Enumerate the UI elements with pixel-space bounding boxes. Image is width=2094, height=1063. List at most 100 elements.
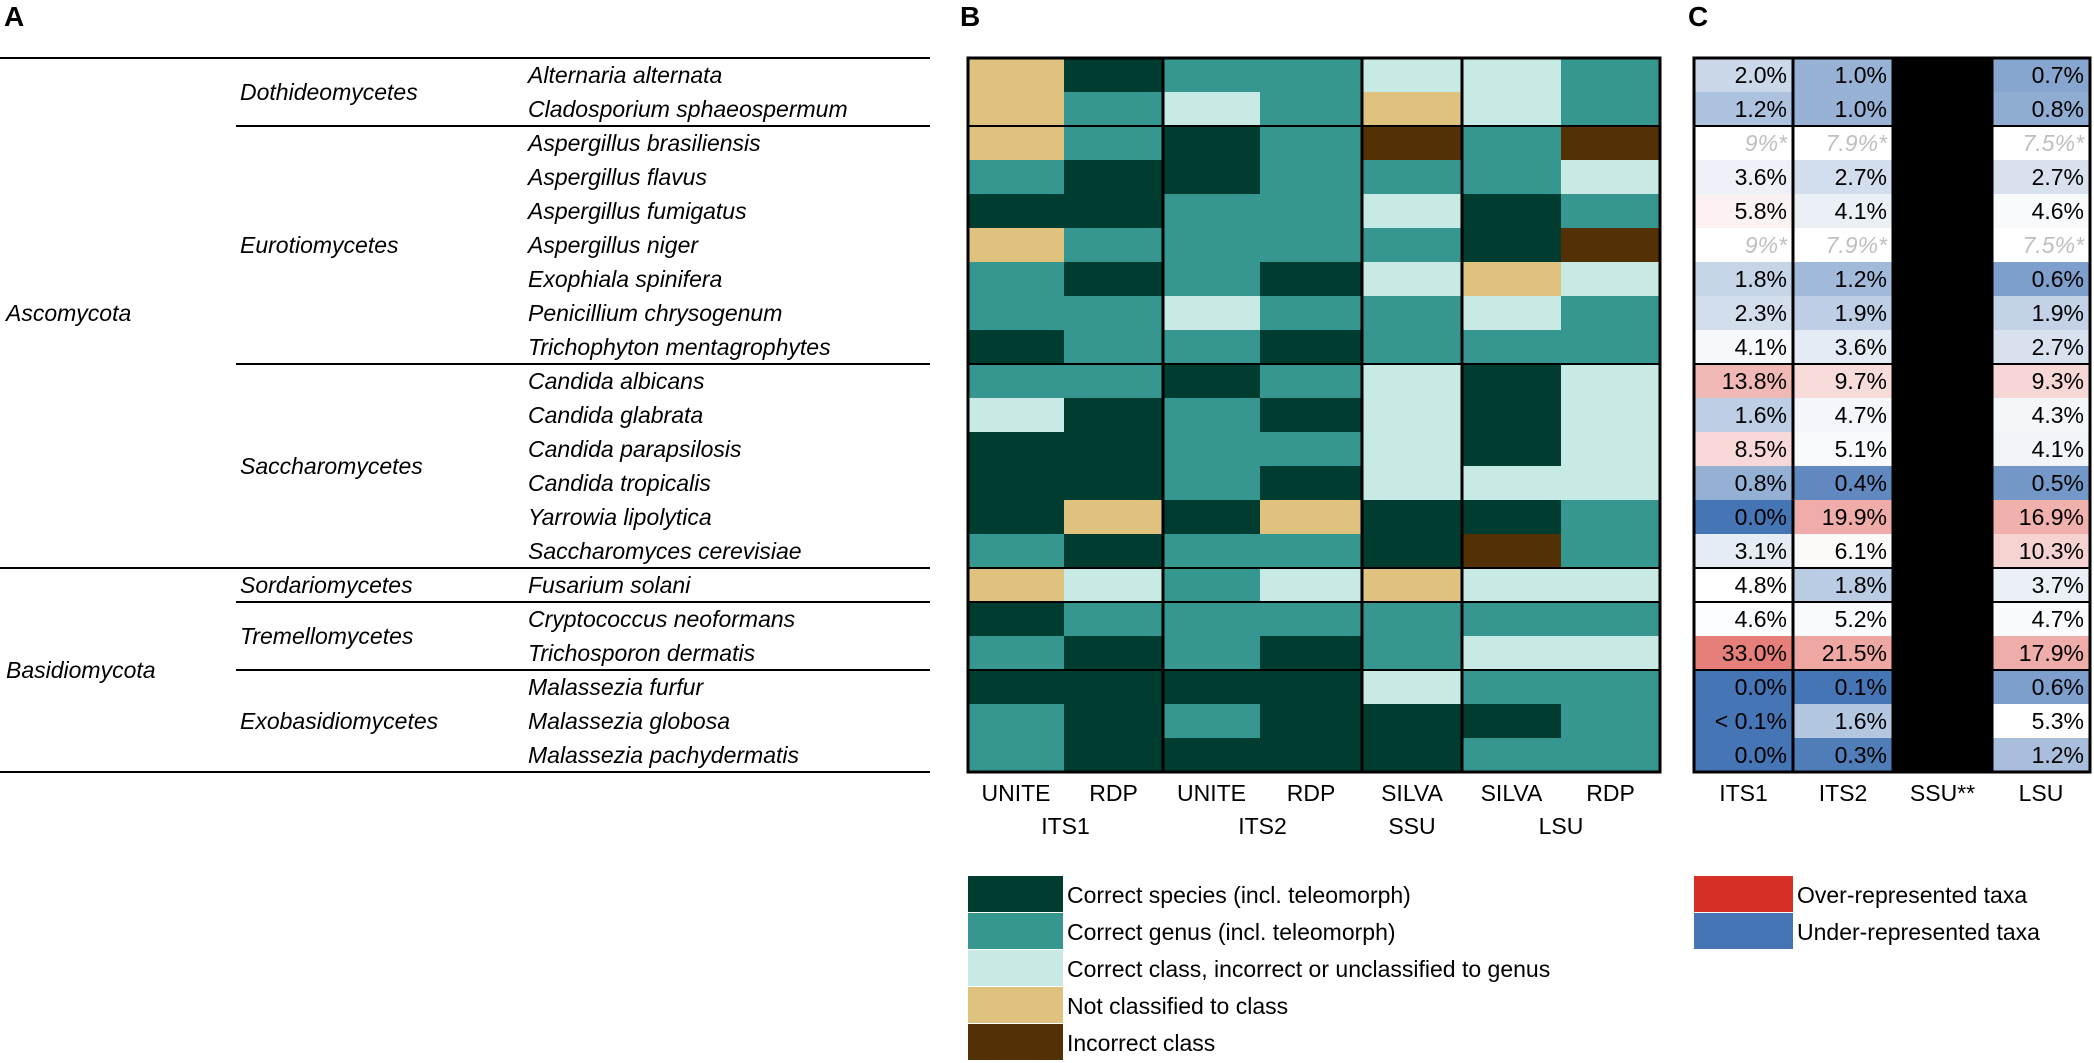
heatmap-b-cell	[1163, 228, 1261, 263]
heatmap-c-cell	[1793, 160, 1894, 195]
heatmap-b-cell	[1163, 126, 1261, 161]
heatmap-c-cell	[1694, 160, 1794, 195]
heatmap-b-column-label: SILVA	[1481, 780, 1543, 806]
legend-b: Correct species (incl. teleomorph) Correc…	[968, 876, 1550, 1060]
heatmap-b-cell	[1362, 126, 1463, 161]
heatmap-c-value: 2.7%	[1835, 164, 1887, 190]
heatmap-b-cell	[1163, 262, 1261, 297]
heatmap-c-value: 0.0%	[1735, 742, 1787, 768]
heatmap-c-value: < 0.1%	[1715, 708, 1787, 734]
heatmap-b-cell	[1064, 398, 1164, 433]
representation-heatmap: 2.0% 1.0% 0.7% 1.2% 1.0% 0.8% 9%* 7.9%* 7.5%* 3.6…	[1692, 56, 2092, 774]
heatmap-b-cell	[1561, 194, 1661, 229]
heatmap-c-value: 8.5%	[1735, 436, 1787, 462]
heatmap-b-cell	[1362, 534, 1463, 569]
heatmap-c-cell	[1694, 58, 1794, 93]
heatmap-c-value: 1.6%	[1835, 708, 1887, 734]
heatmap-c-value: 4.7%	[2032, 606, 2084, 632]
heatmap-b-cell	[1163, 636, 1261, 671]
heatmap-b-cell	[1462, 534, 1562, 569]
heatmap-b-cell	[1064, 330, 1164, 365]
heatmap-c-value: 17.9%	[2019, 640, 2084, 666]
heatmap-c-value: 19.9%	[1822, 504, 1887, 530]
heatmap-c-cell	[1992, 194, 2091, 229]
heatmap-c-value: 1.0%	[1835, 96, 1887, 122]
heatmap-b-cell	[1260, 160, 1363, 195]
heatmap-b-cell	[1163, 296, 1261, 331]
heatmap-c-value: 0.0%	[1735, 674, 1787, 700]
heatmap-c-value: 9.7%	[1835, 368, 1887, 394]
heatmap-b-cell	[1163, 58, 1261, 93]
heatmap-c-cell	[1793, 704, 1894, 739]
heatmap-c-value: 16.9%	[2019, 504, 2084, 530]
heatmap-b-cell	[1064, 500, 1164, 535]
heatmap-b-cell	[1362, 704, 1463, 739]
heatmap-b-border	[966, 56, 1662, 774]
heatmap-c-cell	[1793, 58, 1894, 93]
heatmap-b-cell	[968, 398, 1065, 433]
heatmap-b-cell	[1561, 126, 1661, 161]
heatmap-c-cell	[1793, 602, 1894, 637]
heatmap-c-value: 1.8%	[1835, 572, 1887, 598]
heatmap-c-cell	[1893, 738, 1993, 773]
heatmap-c-value: 4.6%	[1735, 606, 1787, 632]
heatmap-c-border	[1692, 56, 2092, 774]
heatmap-c-cell	[1793, 228, 1894, 263]
heatmap-b-cell	[1260, 738, 1363, 773]
heatmap-c-cell	[1793, 466, 1894, 501]
heatmap-c-cell	[1694, 704, 1794, 739]
heatmap-b-cell	[1362, 738, 1463, 773]
heatmap-c-cell	[1893, 296, 1993, 331]
heatmap-c-cell	[1893, 126, 1993, 161]
heatmap-c-cell	[1793, 296, 1894, 331]
heatmap-b-cell	[1462, 58, 1562, 93]
species-label: Malassezia globosa	[528, 708, 730, 734]
species-label: Aspergillus niger	[526, 232, 699, 258]
heatmap-b-cell	[1462, 432, 1562, 467]
heatmap-c-cell	[1694, 126, 1794, 161]
heatmap-c-value: 0.8%	[1735, 470, 1787, 496]
heatmap-b-cell	[1260, 126, 1363, 161]
heatmap-c-value: 5.2%	[1835, 606, 1887, 632]
phylum-label: Ascomycota	[4, 300, 131, 326]
heatmap-b-cell	[1561, 92, 1661, 127]
heatmap-c-value: 33.0%	[1722, 640, 1787, 666]
heatmap-c-cell	[1992, 160, 2091, 195]
heatmap-c-value: 0.6%	[2032, 266, 2084, 292]
species-label: Candida albicans	[528, 368, 705, 394]
heatmap-c-cell	[1793, 636, 1894, 671]
heatmap-b-cell	[1260, 194, 1363, 229]
heatmap-c-cell	[1992, 58, 2091, 93]
heatmap-b-cell	[1462, 500, 1562, 535]
classification-heatmap	[966, 56, 1662, 774]
heatmap-b-cell	[1260, 704, 1363, 739]
heatmap-b-cell	[1561, 670, 1661, 705]
heatmap-b-cell	[1561, 602, 1661, 637]
heatmap-b-group-label: ITS1	[1041, 813, 1090, 839]
legend-b-swatch	[968, 913, 1063, 949]
heatmap-b-cell	[1462, 466, 1562, 501]
panel-label-b: B	[960, 1, 980, 32]
heatmap-b-cell	[1163, 534, 1261, 569]
heatmap-b-cell	[1362, 262, 1463, 297]
heatmap-c-value: 0.0%	[1735, 504, 1787, 530]
heatmap-c-value: 1.6%	[1735, 402, 1787, 428]
heatmap-b-cell	[1362, 602, 1463, 637]
heatmap-b-cell	[1260, 296, 1363, 331]
heatmap-b-cell	[1163, 92, 1261, 127]
heatmap-b-cell	[1163, 364, 1261, 399]
heatmap-b-cell	[1362, 398, 1463, 433]
heatmap-c-cell	[1992, 568, 2091, 603]
heatmap-b-cell	[1362, 194, 1463, 229]
heatmap-c-cell	[1992, 432, 2091, 467]
heatmap-c-value: 3.1%	[1735, 538, 1787, 564]
heatmap-b-cell	[1561, 58, 1661, 93]
heatmap-c-cell	[1992, 500, 2091, 535]
heatmap-b-cell	[1462, 364, 1562, 399]
phylum-label: Basidiomycota	[6, 657, 156, 683]
heatmap-c-value: 4.1%	[1835, 198, 1887, 224]
species-label: Trichosporon dermatis	[528, 640, 756, 666]
species-label: Aspergillus flavus	[526, 164, 707, 190]
heatmap-b-cell	[1561, 296, 1661, 331]
heatmap-c-cell	[1992, 636, 2091, 671]
